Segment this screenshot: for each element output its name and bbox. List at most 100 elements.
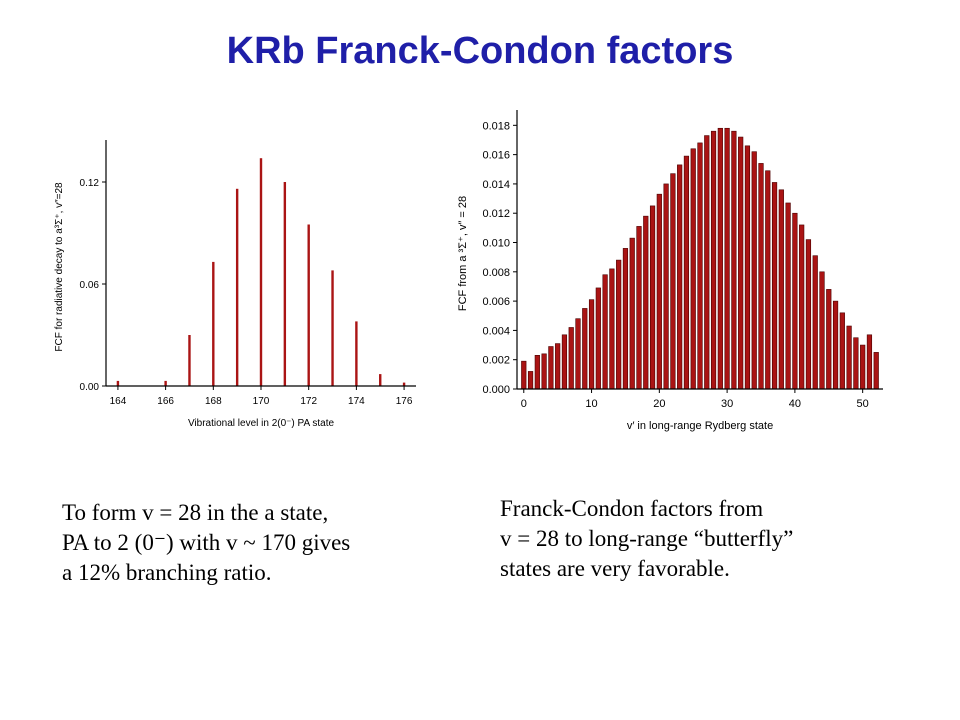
bar: [785, 202, 791, 390]
x-tick-label: 0: [521, 398, 527, 410]
bar: [331, 270, 334, 386]
x-tick-label: 166: [157, 396, 174, 407]
bar: [710, 130, 717, 390]
caption-left-line-1: To form v = 28 in the a state,: [62, 500, 329, 525]
bar: [812, 255, 818, 390]
bar: [799, 224, 805, 390]
bar: [212, 261, 215, 386]
bar: [521, 360, 527, 390]
y-tick-label: 0.012: [482, 208, 510, 220]
bar: [616, 259, 622, 390]
stick-chart-pa-state: 164 166 168 170 172 174 176 0.00 0.06 0.12 Vibrati…: [54, 140, 416, 429]
bar: [649, 205, 656, 390]
bar: [379, 374, 382, 386]
caption-left: To form v = 28 in the a state, PA to 2 (…: [62, 498, 422, 588]
caption-left-line-3: a 12% branching ratio.: [62, 560, 272, 585]
y-tick-label: 0.06: [80, 280, 100, 291]
y-tick-label: 0.000: [482, 384, 510, 396]
x-tick-label: 174: [348, 396, 365, 407]
x-tick-label: 168: [205, 396, 222, 407]
bar: [548, 346, 554, 390]
bar: [643, 215, 649, 390]
x-axis-label: Vibrational level in 2(0⁻) PA state: [188, 418, 335, 429]
bar: [724, 127, 730, 390]
y-tick-label: 0.016: [482, 150, 510, 162]
bar: [188, 335, 191, 386]
bar: [555, 343, 561, 390]
y-tick-label: 0.018: [482, 120, 510, 132]
caption-right: Franck-Condon factors from v = 28 to lon…: [500, 494, 920, 584]
bar: [355, 321, 358, 386]
bar: [235, 188, 239, 386]
x-tick-label: 170: [253, 396, 270, 407]
x-tick-label: 176: [396, 396, 413, 407]
caption-right-line-1: Franck-Condon factors from: [500, 496, 764, 521]
bar: [595, 287, 601, 390]
bar: [758, 163, 764, 390]
y-tick-label: 0.12: [80, 178, 100, 189]
bar: [259, 158, 263, 386]
bar: [629, 237, 635, 390]
x-tick-label: 50: [857, 398, 869, 410]
bar: [860, 344, 866, 390]
bar: [561, 334, 568, 390]
bar: [819, 271, 825, 390]
bar: [697, 142, 703, 390]
caption-right-line-3: states are very favorable.: [500, 556, 730, 581]
caption-right-line-2: v = 28 to long-range “butterfly”: [500, 526, 794, 551]
bar: [683, 155, 690, 390]
bar: [541, 353, 547, 390]
y-tick-label: 0.00: [80, 382, 100, 393]
y-tick-label: 0.014: [482, 179, 510, 191]
bar: [853, 337, 859, 390]
bar: [704, 135, 710, 390]
y-tick-label: 0.006: [482, 296, 510, 308]
x-tick-label: 172: [300, 396, 317, 407]
bar: [307, 224, 310, 386]
bar: [744, 145, 751, 390]
bar: [826, 289, 832, 390]
bar: [846, 325, 852, 390]
bar: [164, 380, 167, 386]
x-tick-label: 30: [721, 398, 733, 410]
bar: [792, 212, 798, 390]
bar: [771, 182, 778, 390]
bar: [765, 170, 771, 390]
bar: [656, 193, 662, 390]
bar: [527, 371, 534, 390]
bar: [582, 308, 588, 390]
bar: [283, 182, 287, 386]
bar: [116, 380, 120, 386]
bar-chart-rydberg-state: 0 10 20 30 40 50 0.000 0.002 0.004 0.006 0.008 0.01…: [457, 110, 883, 432]
bar: [778, 189, 784, 390]
bar: [690, 148, 696, 390]
bar: [663, 183, 669, 390]
bar: [622, 248, 629, 390]
bar: [731, 130, 737, 390]
bar: [677, 164, 683, 390]
y-tick-label: 0.010: [482, 238, 510, 250]
bar: [636, 226, 642, 390]
bar: [402, 382, 406, 386]
x-axis-label: v′ in long-range Rydberg state: [627, 420, 773, 432]
x-tick-label: 20: [653, 398, 665, 410]
x-tick-label: 40: [789, 398, 801, 410]
x-tick-label: 10: [585, 398, 597, 410]
slide-title: KRb Franck-Condon factors: [226, 30, 734, 72]
caption-left-line-2: PA to 2 (0⁻) with v ~ 170 gives: [62, 530, 351, 555]
y-axis-label: FCF from a ³Σ⁺, v″ = 28: [457, 196, 469, 311]
bar: [873, 352, 879, 390]
bar: [805, 239, 812, 390]
y-tick-label: 0.004: [482, 325, 510, 337]
y-tick-label: 0.002: [482, 355, 510, 367]
bar: [866, 334, 873, 390]
bar: [751, 151, 757, 390]
x-tick-label: 164: [110, 396, 127, 407]
bar: [568, 327, 574, 390]
y-tick-label: 0.008: [482, 267, 510, 279]
bar: [602, 274, 608, 390]
bar: [738, 136, 744, 390]
bar: [832, 300, 839, 390]
bar: [588, 299, 595, 390]
bar: [839, 312, 845, 390]
